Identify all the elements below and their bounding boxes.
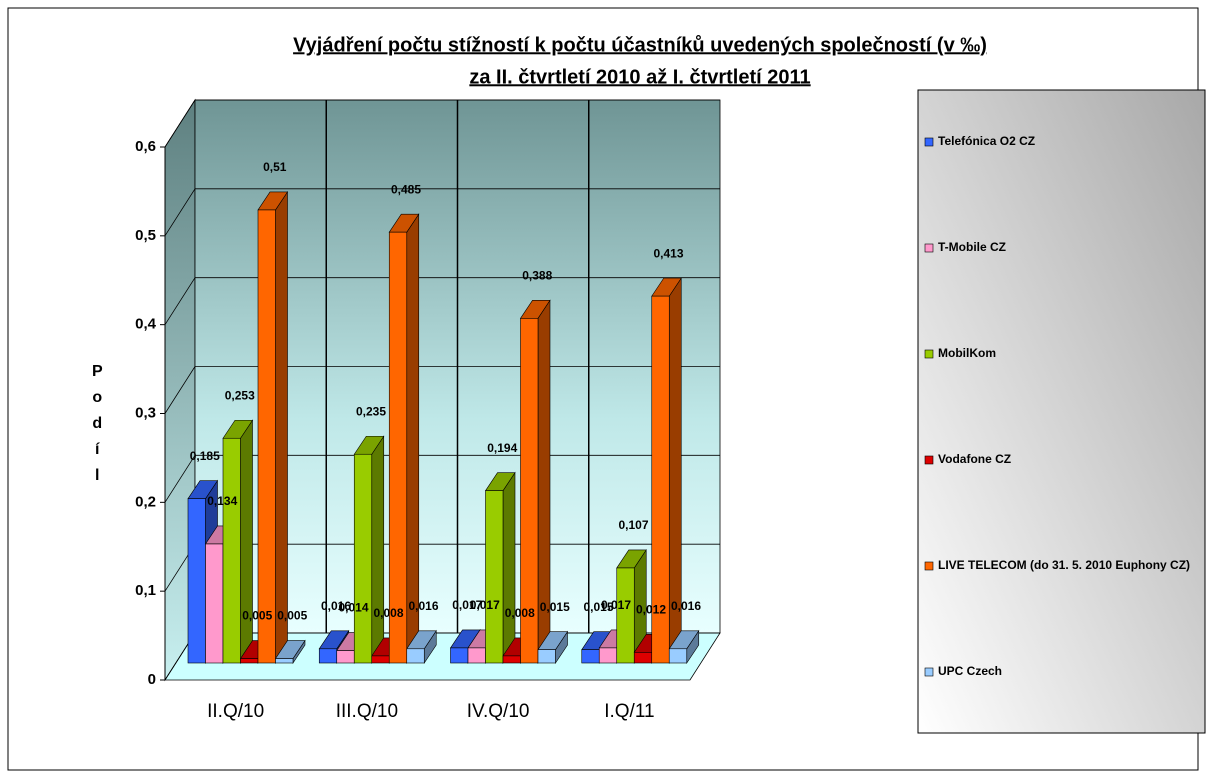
data-label: 0,005 — [242, 609, 272, 623]
legend-label: MobilKom — [938, 346, 996, 360]
data-label: 0,413 — [653, 246, 683, 260]
data-label: 0,235 — [356, 404, 386, 418]
bar-side — [275, 190, 288, 664]
data-label: 0,016 — [408, 599, 438, 613]
x-tick-label: IV.Q/10 — [467, 701, 530, 722]
bar — [275, 658, 294, 664]
bar-side — [406, 213, 420, 664]
y-tick-label: 0,6 — [135, 138, 156, 155]
bar — [467, 647, 486, 664]
chart-title: Vyjádření počtu stížností k počtu účastn… — [293, 34, 987, 56]
legend-swatch — [924, 561, 934, 571]
data-label: 0,107 — [618, 518, 648, 532]
bar — [520, 318, 539, 664]
bar-side — [371, 435, 385, 664]
data-label: 0,014 — [338, 601, 368, 615]
bar — [616, 567, 635, 664]
data-label: 0,185 — [190, 449, 220, 463]
grid-line — [164, 99, 196, 148]
legend-label: LIVE TELECOM (do 31. 5. 2010 Euphony CZ) — [938, 558, 1190, 572]
data-label: 0,485 — [391, 182, 421, 196]
x-tick-label: II.Q/10 — [207, 701, 264, 722]
data-label: 0,388 — [522, 268, 552, 282]
bar — [598, 647, 618, 664]
data-label: 0,008 — [373, 606, 403, 620]
legend-swatch — [924, 349, 934, 359]
legend-swatch — [924, 243, 934, 253]
data-label: 0,016 — [671, 599, 701, 613]
bar — [240, 658, 259, 664]
bar — [257, 209, 276, 664]
data-label: 0,015 — [540, 600, 570, 614]
bar — [485, 490, 504, 664]
bar — [187, 498, 206, 664]
y-tick-label: 0 — [148, 671, 156, 688]
grid-line — [164, 366, 196, 414]
y-axis-title: Podíl — [89, 363, 106, 493]
data-label: 0,194 — [487, 441, 517, 455]
data-label: 0,012 — [636, 603, 666, 617]
bar — [651, 295, 670, 664]
bar — [222, 437, 241, 664]
data-label: 0,017 — [470, 598, 500, 612]
bar — [450, 647, 469, 664]
bar — [406, 648, 425, 664]
legend-swatch — [924, 137, 934, 147]
bar — [205, 543, 224, 664]
data-label: 0,008 — [505, 606, 535, 620]
legend-label: Telefónica O2 CZ — [938, 134, 1035, 148]
bar — [318, 648, 338, 664]
bar — [581, 649, 600, 664]
data-label: 0,017 — [452, 598, 482, 612]
legend — [917, 89, 1206, 734]
data-label: 0,015 — [583, 600, 613, 614]
legend-swatch — [924, 667, 934, 677]
data-label: 0,005 — [277, 609, 307, 623]
bar — [668, 648, 688, 664]
legend-label: UPC Czech — [938, 664, 1002, 678]
data-label: 0,253 — [225, 388, 255, 402]
data-label: 0,016 — [321, 599, 351, 613]
legend-label: Vodafone CZ — [938, 452, 1011, 466]
legend-swatch — [924, 455, 934, 465]
chart-subtitle: za II. čtvrtletí 2010 až I. čtvrtletí 20… — [469, 66, 810, 88]
grid-line — [164, 188, 196, 237]
data-label: 0,017 — [601, 598, 631, 612]
data-label: 0,51 — [263, 160, 287, 174]
x-tick-label: III.Q/10 — [336, 701, 398, 722]
bar — [502, 655, 521, 664]
data-label: 0,134 — [207, 494, 237, 508]
y-tick-label: 0,3 — [135, 404, 156, 421]
y-tick-label: 0,4 — [135, 316, 157, 333]
grid-line — [164, 455, 196, 503]
bar — [388, 231, 408, 664]
bar — [353, 453, 373, 664]
grid-line — [164, 277, 196, 325]
bar-side — [502, 471, 516, 664]
y-tick-label: 0,2 — [135, 493, 156, 510]
bar-side — [240, 419, 253, 664]
bar — [371, 655, 390, 664]
bar — [537, 649, 556, 664]
y-tick-label: 0,1 — [135, 582, 156, 599]
bar — [336, 650, 355, 664]
bar — [633, 652, 653, 664]
x-tick-label: I.Q/11 — [604, 701, 654, 722]
legend-label: T-Mobile CZ — [938, 240, 1006, 254]
y-tick-label: 0,5 — [135, 227, 156, 244]
